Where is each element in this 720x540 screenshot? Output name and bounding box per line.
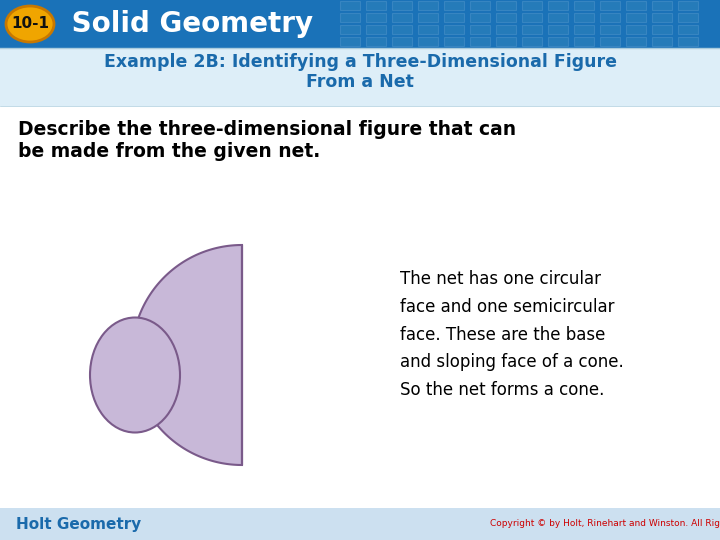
Text: From a Net: From a Net xyxy=(306,73,414,91)
FancyBboxPatch shape xyxy=(548,1,568,10)
FancyBboxPatch shape xyxy=(652,13,672,22)
FancyBboxPatch shape xyxy=(470,1,490,10)
Text: The net has one circular
face and one semicircular
face. These are the base
and : The net has one circular face and one se… xyxy=(400,270,624,399)
FancyBboxPatch shape xyxy=(470,25,490,34)
FancyBboxPatch shape xyxy=(366,13,386,22)
FancyBboxPatch shape xyxy=(600,1,620,10)
FancyBboxPatch shape xyxy=(626,37,646,46)
FancyBboxPatch shape xyxy=(522,1,542,10)
FancyBboxPatch shape xyxy=(366,25,386,34)
FancyBboxPatch shape xyxy=(392,1,412,10)
FancyBboxPatch shape xyxy=(340,37,360,46)
FancyBboxPatch shape xyxy=(340,13,360,22)
FancyBboxPatch shape xyxy=(444,1,464,10)
Bar xyxy=(0,0,720,48)
FancyBboxPatch shape xyxy=(574,25,594,34)
FancyBboxPatch shape xyxy=(496,13,516,22)
FancyBboxPatch shape xyxy=(600,37,620,46)
Text: Copyright © by Holt, Rinehart and Winston. All Rights Reserved.: Copyright © by Holt, Rinehart and Winsto… xyxy=(490,519,720,529)
Text: Describe the three-dimensional figure that can: Describe the three-dimensional figure th… xyxy=(18,120,516,139)
FancyBboxPatch shape xyxy=(678,1,698,10)
FancyBboxPatch shape xyxy=(470,37,490,46)
FancyBboxPatch shape xyxy=(418,25,438,34)
FancyBboxPatch shape xyxy=(652,25,672,34)
FancyBboxPatch shape xyxy=(366,37,386,46)
FancyBboxPatch shape xyxy=(496,1,516,10)
FancyBboxPatch shape xyxy=(626,1,646,10)
FancyBboxPatch shape xyxy=(652,1,672,10)
Bar xyxy=(0,48,720,106)
FancyBboxPatch shape xyxy=(444,25,464,34)
Text: Holt Geometry: Holt Geometry xyxy=(16,516,141,531)
FancyBboxPatch shape xyxy=(574,37,594,46)
Text: 10-1: 10-1 xyxy=(11,17,49,31)
FancyBboxPatch shape xyxy=(574,13,594,22)
FancyBboxPatch shape xyxy=(444,13,464,22)
FancyBboxPatch shape xyxy=(678,37,698,46)
FancyBboxPatch shape xyxy=(496,25,516,34)
Bar xyxy=(0,508,720,540)
FancyBboxPatch shape xyxy=(418,13,438,22)
FancyBboxPatch shape xyxy=(392,13,412,22)
FancyBboxPatch shape xyxy=(574,1,594,10)
Text: Example 2B: Identifying a Three-Dimensional Figure: Example 2B: Identifying a Three-Dimensio… xyxy=(104,53,616,71)
FancyBboxPatch shape xyxy=(470,13,490,22)
FancyBboxPatch shape xyxy=(418,1,438,10)
FancyBboxPatch shape xyxy=(522,37,542,46)
FancyBboxPatch shape xyxy=(522,13,542,22)
FancyBboxPatch shape xyxy=(548,37,568,46)
FancyBboxPatch shape xyxy=(548,25,568,34)
Polygon shape xyxy=(132,245,242,465)
Ellipse shape xyxy=(6,6,54,42)
FancyBboxPatch shape xyxy=(652,37,672,46)
FancyBboxPatch shape xyxy=(600,25,620,34)
FancyBboxPatch shape xyxy=(626,13,646,22)
Ellipse shape xyxy=(90,318,180,433)
FancyBboxPatch shape xyxy=(392,25,412,34)
FancyBboxPatch shape xyxy=(548,13,568,22)
FancyBboxPatch shape xyxy=(340,1,360,10)
FancyBboxPatch shape xyxy=(626,25,646,34)
FancyBboxPatch shape xyxy=(600,13,620,22)
FancyBboxPatch shape xyxy=(366,1,386,10)
FancyBboxPatch shape xyxy=(418,37,438,46)
FancyBboxPatch shape xyxy=(678,25,698,34)
Text: be made from the given net.: be made from the given net. xyxy=(18,142,320,161)
FancyBboxPatch shape xyxy=(340,25,360,34)
FancyBboxPatch shape xyxy=(444,37,464,46)
FancyBboxPatch shape xyxy=(678,13,698,22)
FancyBboxPatch shape xyxy=(392,37,412,46)
Text: Solid Geometry: Solid Geometry xyxy=(62,10,313,38)
FancyBboxPatch shape xyxy=(496,37,516,46)
FancyBboxPatch shape xyxy=(522,25,542,34)
